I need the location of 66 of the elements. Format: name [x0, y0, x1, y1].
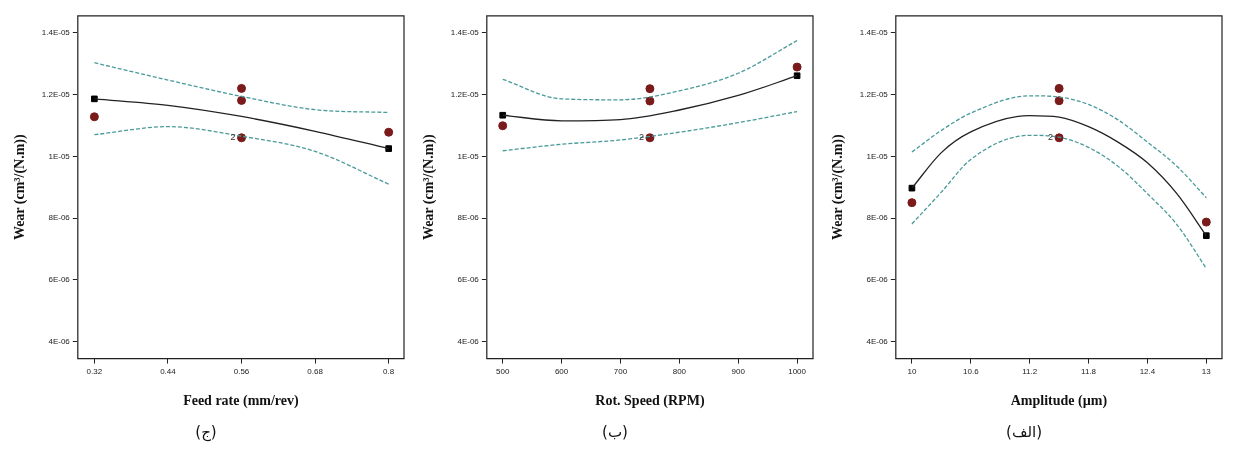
x-tick-label: 0.8	[383, 366, 395, 376]
point	[384, 127, 394, 137]
y-axis-title: Wear (cm³/(N.m))	[421, 133, 438, 241]
y-tick-label: 1E-05	[48, 151, 71, 161]
x-tick-label: 600	[554, 366, 569, 376]
point	[1201, 217, 1211, 227]
x-tick-label: 13	[1201, 366, 1212, 376]
x-tick-label: 700	[613, 366, 628, 376]
annotation: 2	[1048, 132, 1054, 143]
x-tick-label: 500	[496, 366, 510, 376]
y-tick-label: 1.2E-05	[859, 89, 889, 99]
y-tick-label: 1E-05	[457, 151, 480, 161]
y-tick-label: 4E-06	[48, 336, 71, 346]
x-axis-title: Rot. Speed (RPM)	[595, 393, 705, 410]
y-tick-label: 6E-06	[457, 275, 480, 285]
x-tick-label: 12.4	[1139, 366, 1156, 376]
point	[499, 111, 507, 119]
y-tick-label: 1.2E-05	[450, 89, 480, 99]
point	[1054, 96, 1064, 106]
text: (ب)	[602, 422, 628, 441]
y-tick-label: 4E-06	[457, 336, 480, 346]
x-tick-label: 900	[731, 366, 746, 376]
x-tick-label: 0.56	[233, 366, 250, 376]
x-tick-label: 0.68	[307, 366, 324, 376]
y-tick-label: 1E-05	[866, 151, 889, 161]
annotation: 2	[638, 132, 644, 143]
line-series	[93, 126, 390, 185]
y-axis-title: Wear (cm³/(N.m))	[12, 133, 29, 241]
x-tick-label: 10.6	[963, 366, 980, 376]
line-series	[93, 62, 390, 114]
y-tick-label: 1.4E-05	[859, 27, 889, 37]
x-tick-label: 0.44	[160, 366, 177, 376]
y-tick-label: 6E-06	[48, 275, 71, 285]
x-tick-label: 11.2	[1022, 366, 1038, 376]
point	[237, 83, 247, 93]
x-tick-label: 0.32	[86, 366, 103, 376]
y-tick-label: 8E-06	[48, 213, 71, 223]
y-tick-label: 8E-06	[866, 213, 889, 223]
y-tick-label: 1.2E-05	[41, 89, 71, 99]
y-tick-label: 1.4E-05	[450, 27, 480, 37]
x-tick-label: 1000	[788, 366, 807, 376]
point	[89, 112, 99, 122]
point	[645, 96, 655, 106]
x-axis-title: Amplitude (µm)	[1010, 393, 1108, 410]
point	[1054, 83, 1064, 93]
point	[645, 84, 655, 94]
x-tick-label: 800	[672, 366, 687, 376]
text: (ج)	[195, 422, 217, 442]
point	[792, 62, 802, 72]
x-tick-label: 11.8	[1081, 366, 1097, 376]
y-axis-title: Wear (cm³/(N.m))	[830, 133, 847, 241]
line-series	[911, 95, 1207, 199]
point	[498, 121, 508, 131]
y-tick-label: 6E-06	[866, 275, 889, 285]
point	[237, 95, 247, 105]
y-tick-label: 8E-06	[457, 213, 480, 223]
y-tick-label: 1.4E-05	[41, 27, 71, 37]
annotation: 2	[230, 132, 236, 143]
line-series	[502, 39, 798, 101]
line-series	[911, 134, 1207, 270]
line-series	[502, 110, 798, 152]
x-axis-title: Feed rate (mm/rev)	[183, 393, 300, 410]
text: (الف)	[1006, 422, 1042, 441]
point	[907, 198, 917, 208]
y-tick-label: 4E-06	[866, 336, 889, 346]
x-tick-label: 10	[907, 366, 917, 376]
